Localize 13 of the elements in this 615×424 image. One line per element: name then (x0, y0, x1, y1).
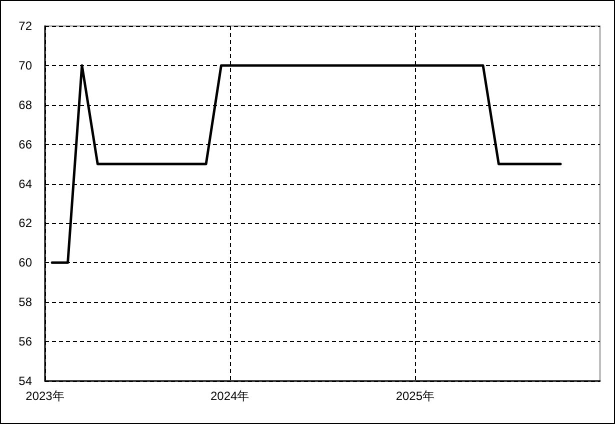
y-tick-label: 60 (18, 256, 32, 270)
y-tick-label: 66 (18, 137, 32, 152)
y-tick-label: 72 (18, 19, 32, 33)
y-tick-label: 54 (18, 374, 32, 388)
x-tick-label: 2025年 (396, 389, 435, 403)
y-tick-label: 68 (18, 98, 32, 112)
y-tick-label: 56 (18, 334, 32, 349)
y-tick-label: 62 (18, 216, 32, 230)
x-tick-label: 2023年 (26, 389, 64, 403)
y-tick-label: 64 (18, 176, 32, 191)
y-tick-label: 70 (18, 58, 32, 72)
y-tick-label: 58 (18, 295, 32, 310)
x-tick-label: 2024年 (210, 389, 250, 403)
